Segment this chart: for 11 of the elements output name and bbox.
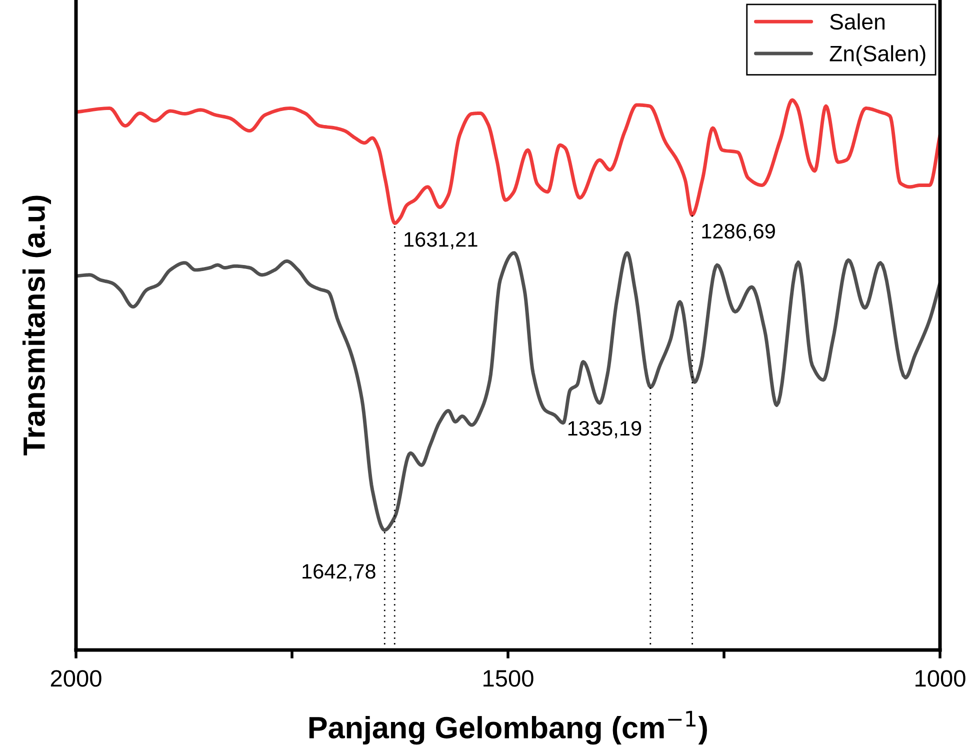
ref-line-label: 1642,78 — [302, 564, 376, 582]
legend-label: Salen — [830, 13, 884, 30]
legend-label: Zn(Salen) — [830, 45, 926, 66]
x-tick-label: 1000 — [916, 670, 966, 687]
x-tick-label: 1500 — [484, 670, 534, 687]
x-tick-label: 2000 — [50, 670, 102, 687]
ref-line-label: 1335,19 — [568, 420, 642, 438]
ref-line-label: 1631,21 — [404, 232, 478, 250]
y-axis-title: Transmitansi (a.u) — [22, 196, 51, 456]
ref-line-label: 1286,69 — [702, 224, 775, 242]
x-axis-title: Panjang Gelombang (cm$^{−1}$) — [309, 710, 707, 745]
